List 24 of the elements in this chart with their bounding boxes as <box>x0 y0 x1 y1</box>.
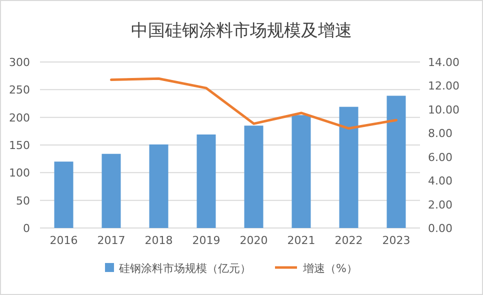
y2-tick-label: 6.00 <box>428 150 452 164</box>
y2-tick-label: 12.00 <box>428 80 460 93</box>
y2-tick-label: 4.00 <box>428 174 452 188</box>
y-tick-label: 250 <box>9 84 30 97</box>
y-tick-label: 50 <box>16 194 30 208</box>
x-tick-label: 2019 <box>192 234 220 247</box>
y2-tick-label: 0.00 <box>428 222 452 235</box>
x-tick-label: 2018 <box>144 234 173 247</box>
x-tick-label: 2016 <box>50 234 78 247</box>
y2-tick-label: 2.00 <box>428 198 452 212</box>
y-tick-label: 300 <box>9 56 30 69</box>
y-tick-label: 150 <box>9 139 30 152</box>
y2-tick-label: 10.00 <box>428 103 460 116</box>
x-tick-label: 2023 <box>382 234 410 247</box>
x-tick-label: 2017 <box>97 234 126 247</box>
x-tick-label: 2022 <box>334 234 363 247</box>
y-tick-label: 200 <box>9 111 30 124</box>
x-tick-label: 2021 <box>287 234 316 247</box>
y2-tick-label: 8.00 <box>428 127 452 140</box>
y-tick-label: 100 <box>9 166 30 180</box>
y-tick-label: 0 <box>23 222 30 235</box>
x-tick-label: 2020 <box>240 234 268 247</box>
title: 中国硅钢涂料市场规模及增速 <box>131 21 352 41</box>
y2-tick-label: 14.00 <box>428 56 460 69</box>
